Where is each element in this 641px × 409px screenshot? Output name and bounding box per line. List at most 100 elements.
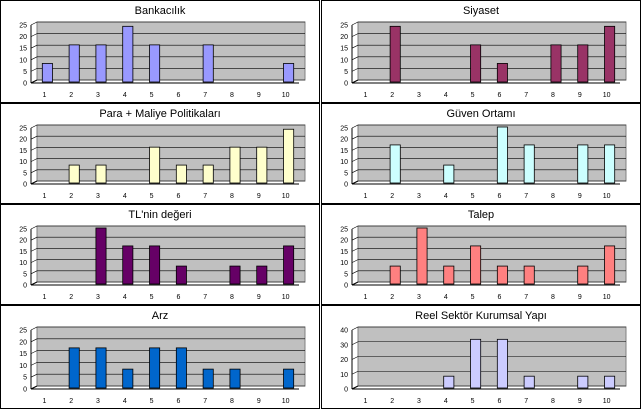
y-tick-label: 15	[340, 46, 348, 53]
chart-plot: 0 5 10 15 20 25 1 2 3 4 5 6 7 8 9 10	[340, 225, 627, 301]
chart-title: Reel Sektör Kurumsal Yapı	[415, 310, 547, 322]
x-tick-label: 7	[524, 92, 528, 99]
x-tick-label: 6	[176, 294, 180, 301]
bar-4	[122, 25, 134, 83]
bar-9	[577, 375, 589, 389]
chart-panel-3: Para + Maliye Politikaları 0 5 10 15 20 25 1 2 3 4…	[0, 103, 320, 204]
y-tick-label: 10	[340, 57, 348, 64]
y-tick-label: 5	[344, 170, 348, 177]
bar-9	[577, 265, 589, 285]
bar-6	[496, 63, 508, 83]
chart-panel-6: Talep 0 5 10 15 20 25 1 2 3 4 5 6 7 8 9 10	[321, 204, 641, 305]
bar-9	[256, 265, 268, 285]
x-tick-label: 1	[42, 294, 46, 301]
bar-9	[256, 146, 268, 184]
x-tick-label: 1	[363, 92, 367, 99]
x-tick-label: 4	[444, 398, 448, 405]
x-tick-label: 10	[603, 294, 611, 301]
y-tick-label: 5	[344, 271, 348, 278]
y-tick-label: 25	[19, 23, 27, 30]
x-tick-label: 2	[390, 398, 394, 405]
gridline-side	[30, 158, 38, 162]
bar-2	[68, 44, 80, 83]
gridline-side	[351, 370, 359, 375]
gridline-side	[351, 124, 359, 129]
bar-6	[175, 347, 187, 389]
y-tick-label: 10	[19, 57, 27, 64]
x-tick-label: 9	[578, 294, 582, 301]
x-tick-label: 10	[603, 398, 611, 405]
x-tick-label: 5	[471, 193, 475, 200]
gridline-side	[30, 270, 38, 275]
y-tick-label: 5	[23, 170, 27, 177]
chart-plot: 0 5 10 15 20 25 1 2 3 4 5 6 7 8 9 10	[340, 124, 627, 200]
x-tick-label: 3	[96, 193, 100, 200]
y-tick-label: 5	[344, 69, 348, 76]
x-tick-label: 3	[417, 92, 421, 99]
x-tick-label: 7	[524, 294, 528, 301]
y-tick-label: 20	[19, 238, 27, 245]
y-tick-label: 15	[19, 249, 27, 256]
gridline-side	[351, 147, 359, 151]
x-tick-label: 5	[150, 193, 154, 200]
plot-area	[36, 326, 306, 387]
gridline-side	[351, 270, 359, 275]
bar-10	[283, 368, 295, 389]
y-tick-label: 20	[19, 137, 27, 144]
gridline-side	[351, 79, 359, 84]
x-tick-label: 6	[176, 193, 180, 200]
chart-panel-7: Arz 0 5 10 15 20 25 1 2 3 4 5 6 7 8 9 10	[0, 305, 320, 409]
x-tick-label: 10	[282, 92, 290, 99]
x-tick-label: 2	[69, 92, 73, 99]
bar-7	[523, 144, 535, 184]
y-tick-label: 25	[340, 23, 348, 30]
y-tick-label: 10	[340, 260, 348, 267]
bar-6	[496, 265, 508, 285]
bar-2	[389, 25, 401, 83]
chart-plot: 0 10 20 30 40 1 2 3 4 5 6 7 8 9 10	[340, 326, 627, 405]
y-tick-label: 15	[19, 148, 27, 155]
gridline-side	[30, 385, 38, 390]
x-tick-label: 8	[551, 193, 555, 200]
gridline-side	[30, 147, 38, 151]
gridline-side	[30, 33, 38, 37]
y-tick-label: 0	[344, 387, 348, 394]
bar-5	[149, 44, 161, 83]
bar-9	[577, 44, 589, 83]
x-tick-label: 3	[96, 398, 100, 405]
gridline-side	[30, 236, 38, 241]
y-tick-label: 10	[19, 260, 27, 267]
x-tick-label: 9	[257, 294, 261, 301]
gridline-side	[30, 225, 38, 230]
bar-8	[229, 265, 241, 285]
y-tick-label: 5	[23, 271, 27, 278]
x-tick-label: 8	[230, 294, 234, 301]
x-tick-label: 9	[257, 92, 261, 99]
x-tick-label: 6	[176, 92, 180, 99]
bar-3	[95, 347, 107, 389]
x-tick-label: 2	[390, 193, 394, 200]
gridline-side	[351, 225, 359, 230]
bar-10	[604, 25, 616, 83]
bar-5	[470, 44, 482, 83]
y-tick-label: 20	[340, 238, 348, 245]
x-tick-label: 8	[551, 398, 555, 405]
y-tick-label: 20	[340, 137, 348, 144]
x-tick-label: 3	[96, 294, 100, 301]
bar-6	[496, 126, 508, 184]
bar-10	[283, 128, 295, 184]
chart-title: Güven Ortamı	[446, 108, 516, 120]
x-tick-label: 5	[150, 398, 154, 405]
y-tick-label: 0	[344, 182, 348, 189]
y-tick-label: 5	[23, 375, 27, 382]
x-tick-label: 3	[96, 92, 100, 99]
y-tick-label: 40	[340, 328, 348, 335]
gridline-side	[351, 68, 359, 72]
bar-4	[122, 245, 134, 285]
y-tick-label: 10	[340, 372, 348, 379]
y-tick-label: 10	[340, 159, 348, 166]
x-tick-label: 1	[363, 294, 367, 301]
bar-8	[550, 44, 562, 83]
gridline-side	[351, 56, 359, 61]
